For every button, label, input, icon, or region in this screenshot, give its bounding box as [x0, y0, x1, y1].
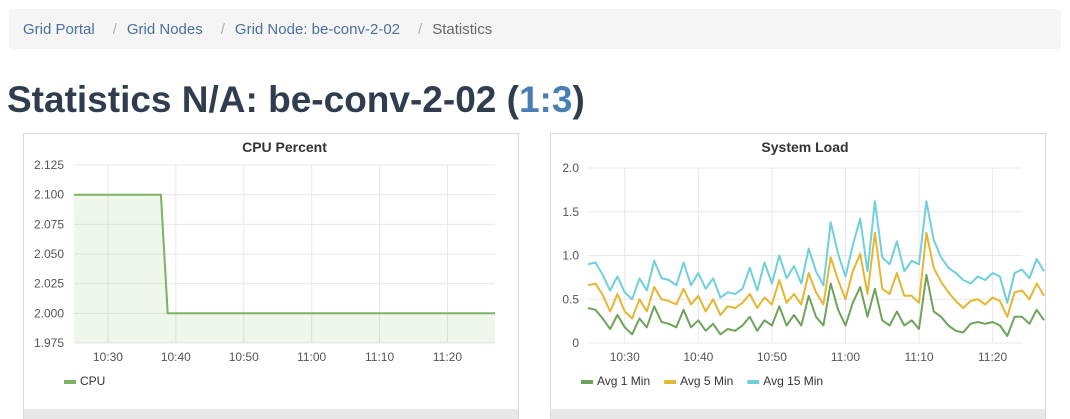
x-tick-label: 10:40	[683, 350, 713, 364]
avg-15-min-series-line	[587, 200, 1045, 304]
chart-title: CPU Percent	[242, 139, 327, 155]
x-tick-label: 11:20	[433, 350, 462, 364]
avg-1-min-legend-swatch	[581, 380, 593, 384]
cpu-series-line	[74, 193, 495, 315]
x-tick-label: 10:30	[93, 350, 123, 364]
y-tick-label: 1.0	[562, 249, 579, 263]
x-tick-label: 10:30	[610, 350, 640, 364]
y-tick-label: 2.050	[34, 247, 64, 261]
y-tick-label: 0.5	[562, 292, 579, 306]
breadcrumb-grid-nodes[interactable]: Grid Nodes	[126, 20, 203, 38]
breadcrumb-grid-node[interactable]: Grid Node: be-conv-2-02	[234, 20, 401, 38]
avg-15-min-legend-label: Avg 15 Min	[763, 374, 823, 388]
x-tick-label: 11:00	[831, 350, 860, 364]
panel-footer	[551, 409, 1045, 419]
cpu-percent-chart: CPU Percent 1.975 2.000 2.025 2.050 2.075 2.10…	[34, 139, 495, 388]
avg-1-min-series-line	[587, 273, 1045, 337]
x-tick-label: 11:00	[297, 350, 326, 364]
y-tick-label: 2.125	[34, 158, 64, 172]
panel-footer	[24, 409, 518, 419]
breadcrumb-grid-portal[interactable]: Grid Portal	[23, 20, 95, 38]
y-tick-label: 0	[572, 336, 579, 350]
x-tick-label: 11:10	[365, 350, 394, 364]
breadcrumb-separator: /	[112, 20, 117, 38]
cpu-legend-swatch	[64, 380, 76, 384]
breadcrumb-separator: /	[418, 20, 423, 38]
y-tick-label: 2.000	[34, 306, 64, 320]
cpu-area	[74, 194, 495, 343]
cpu-legend-label: CPU	[80, 374, 105, 388]
x-tick-label: 11:10	[904, 350, 933, 364]
breadcrumb-separator: /	[220, 20, 225, 38]
page-title: Statistics N/A: be-conv-2-02 (1:3)	[7, 76, 585, 124]
y-tick-label: 2.025	[34, 277, 64, 291]
y-tick-label: 2.075	[34, 217, 64, 231]
page-title-text: Statistics N/A: be-conv-2-02 (	[7, 79, 519, 120]
page-title-suffix: )	[572, 79, 585, 120]
ratio-link[interactable]: 1:3	[518, 79, 573, 120]
avg-5-min-legend-label: Avg 5 Min	[680, 374, 733, 388]
avg-1-min-legend-label: Avg 1 Min	[597, 374, 650, 388]
avg-15-min-legend-swatch	[747, 380, 760, 384]
x-tick-label: 10:40	[161, 350, 191, 364]
y-tick-label: 1.975	[34, 336, 64, 350]
x-tick-label: 10:50	[229, 350, 259, 364]
chart-title: System Load	[761, 139, 848, 155]
breadcrumb: Grid Portal / Grid Nodes / Grid Node: be…	[9, 9, 1061, 49]
system-load-panel: System Load 0 0.5 1.0 1.5 2.0 10:30 10:40 10:50 1…	[550, 133, 1046, 419]
avg-5-min-series-line	[587, 231, 1045, 320]
system-load-chart: System Load 0 0.5 1.0 1.5 2.0 10:30 10:40 10:50 1…	[562, 139, 1045, 388]
cpu-percent-panel: CPU Percent 1.975 2.000 2.025 2.050 2.075 2.10…	[23, 133, 519, 419]
x-tick-label: 10:50	[757, 350, 787, 364]
y-tick-label: 2.0	[562, 161, 579, 175]
x-tick-label: 11:20	[978, 350, 1007, 364]
avg-5-min-legend-swatch	[664, 380, 677, 384]
y-tick-label: 2.100	[34, 188, 64, 202]
breadcrumb-current: Statistics	[432, 20, 493, 38]
y-tick-label: 1.5	[562, 205, 579, 219]
